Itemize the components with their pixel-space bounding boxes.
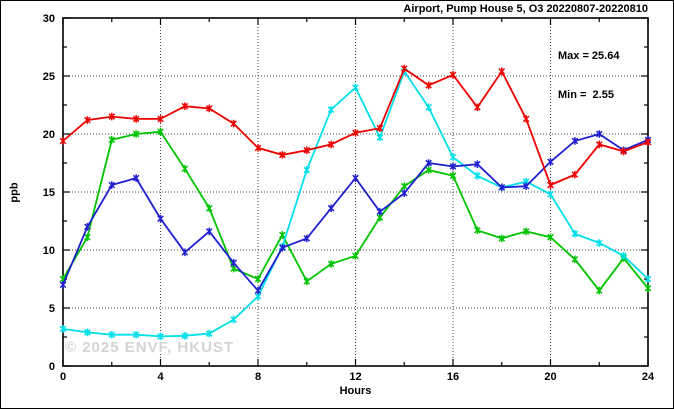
x-tick-label: 20 — [544, 371, 556, 383]
x-axis-label: Hours — [339, 385, 372, 397]
series-green — [59, 127, 652, 295]
x-tick-label: 16 — [447, 371, 459, 383]
x-tick-label: 12 — [349, 371, 361, 383]
series-blue — [59, 130, 652, 295]
x-tick-label: 0 — [60, 371, 66, 383]
watermark: © 2025 ENVF, HKUST — [65, 339, 235, 356]
y-axis-label: ppb — [8, 182, 21, 203]
y-tick-label: 10 — [43, 245, 55, 257]
y-tick-label: 25 — [43, 71, 55, 83]
y-tick-label: 15 — [43, 187, 55, 199]
series-blue-markers — [59, 130, 652, 295]
chart-title: Airport, Pump House 5, O3 20220807-20220… — [403, 3, 648, 15]
series-cyan-markers — [59, 67, 652, 341]
max-value-label: Max = 25.64 — [558, 50, 620, 62]
x-tick-label: 24 — [642, 371, 655, 383]
min-value-label: Min = 2.55 — [558, 89, 614, 101]
tick-labels: 0 4 8 12 16 20 24 0 5 10 15 20 25 30 — [43, 13, 655, 383]
max-min-annotation: Max = 25.64 Min = 2.55 — [558, 24, 619, 128]
y-tick-label: 20 — [43, 129, 55, 141]
series-red — [59, 64, 652, 189]
y-tick-label: 30 — [43, 13, 55, 25]
x-tick-label: 8 — [255, 371, 261, 383]
series-cyan — [59, 67, 652, 341]
plot-border — [62, 17, 649, 367]
y-tick-label: 5 — [49, 303, 55, 315]
series-red-markers — [59, 64, 652, 189]
x-tick-label: 4 — [157, 371, 164, 383]
y-tick-label: 0 — [49, 361, 55, 373]
series-green-markers — [59, 127, 652, 295]
